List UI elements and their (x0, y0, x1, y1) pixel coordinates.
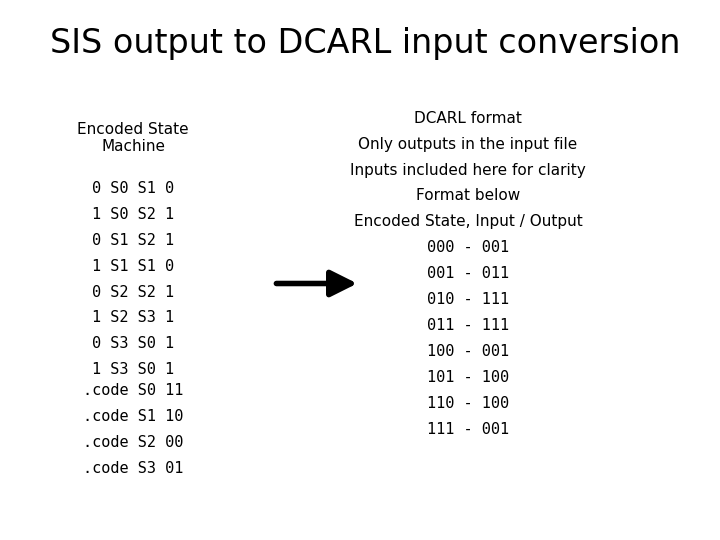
Text: 000 - 001: 000 - 001 (427, 240, 509, 255)
Text: Format below: Format below (416, 188, 520, 204)
Text: .code S1 10: .code S1 10 (83, 409, 184, 424)
Text: 1 S1 S1 0: 1 S1 S1 0 (92, 259, 174, 274)
Text: .code S3 01: .code S3 01 (83, 461, 184, 476)
Text: .code S0 11: .code S0 11 (83, 383, 184, 399)
Text: 0 S3 S0 1: 0 S3 S0 1 (92, 336, 174, 352)
Text: Encoded State
Machine: Encoded State Machine (77, 122, 189, 154)
Text: 111 - 001: 111 - 001 (427, 422, 509, 437)
Text: 1 S2 S3 1: 1 S2 S3 1 (92, 310, 174, 326)
Text: SIS output to DCARL input conversion: SIS output to DCARL input conversion (50, 27, 681, 60)
Text: 100 - 001: 100 - 001 (427, 344, 509, 359)
Text: Only outputs in the input file: Only outputs in the input file (359, 137, 577, 152)
Text: Encoded State, Input / Output: Encoded State, Input / Output (354, 214, 582, 230)
Text: 101 - 100: 101 - 100 (427, 370, 509, 385)
Text: DCARL format: DCARL format (414, 111, 522, 126)
Text: 0 S1 S2 1: 0 S1 S2 1 (92, 233, 174, 248)
Text: 001 - 011: 001 - 011 (427, 266, 509, 281)
Text: .code S2 00: .code S2 00 (83, 435, 184, 450)
Text: 0 S0 S1 0: 0 S0 S1 0 (92, 181, 174, 196)
Text: Inputs included here for clarity: Inputs included here for clarity (350, 163, 586, 178)
Text: 1 S3 S0 1: 1 S3 S0 1 (92, 362, 174, 377)
Text: 010 - 111: 010 - 111 (427, 292, 509, 307)
Text: 0 S2 S2 1: 0 S2 S2 1 (92, 285, 174, 300)
Text: 110 - 100: 110 - 100 (427, 396, 509, 411)
Text: 011 - 111: 011 - 111 (427, 318, 509, 333)
Text: 1 S0 S2 1: 1 S0 S2 1 (92, 207, 174, 222)
